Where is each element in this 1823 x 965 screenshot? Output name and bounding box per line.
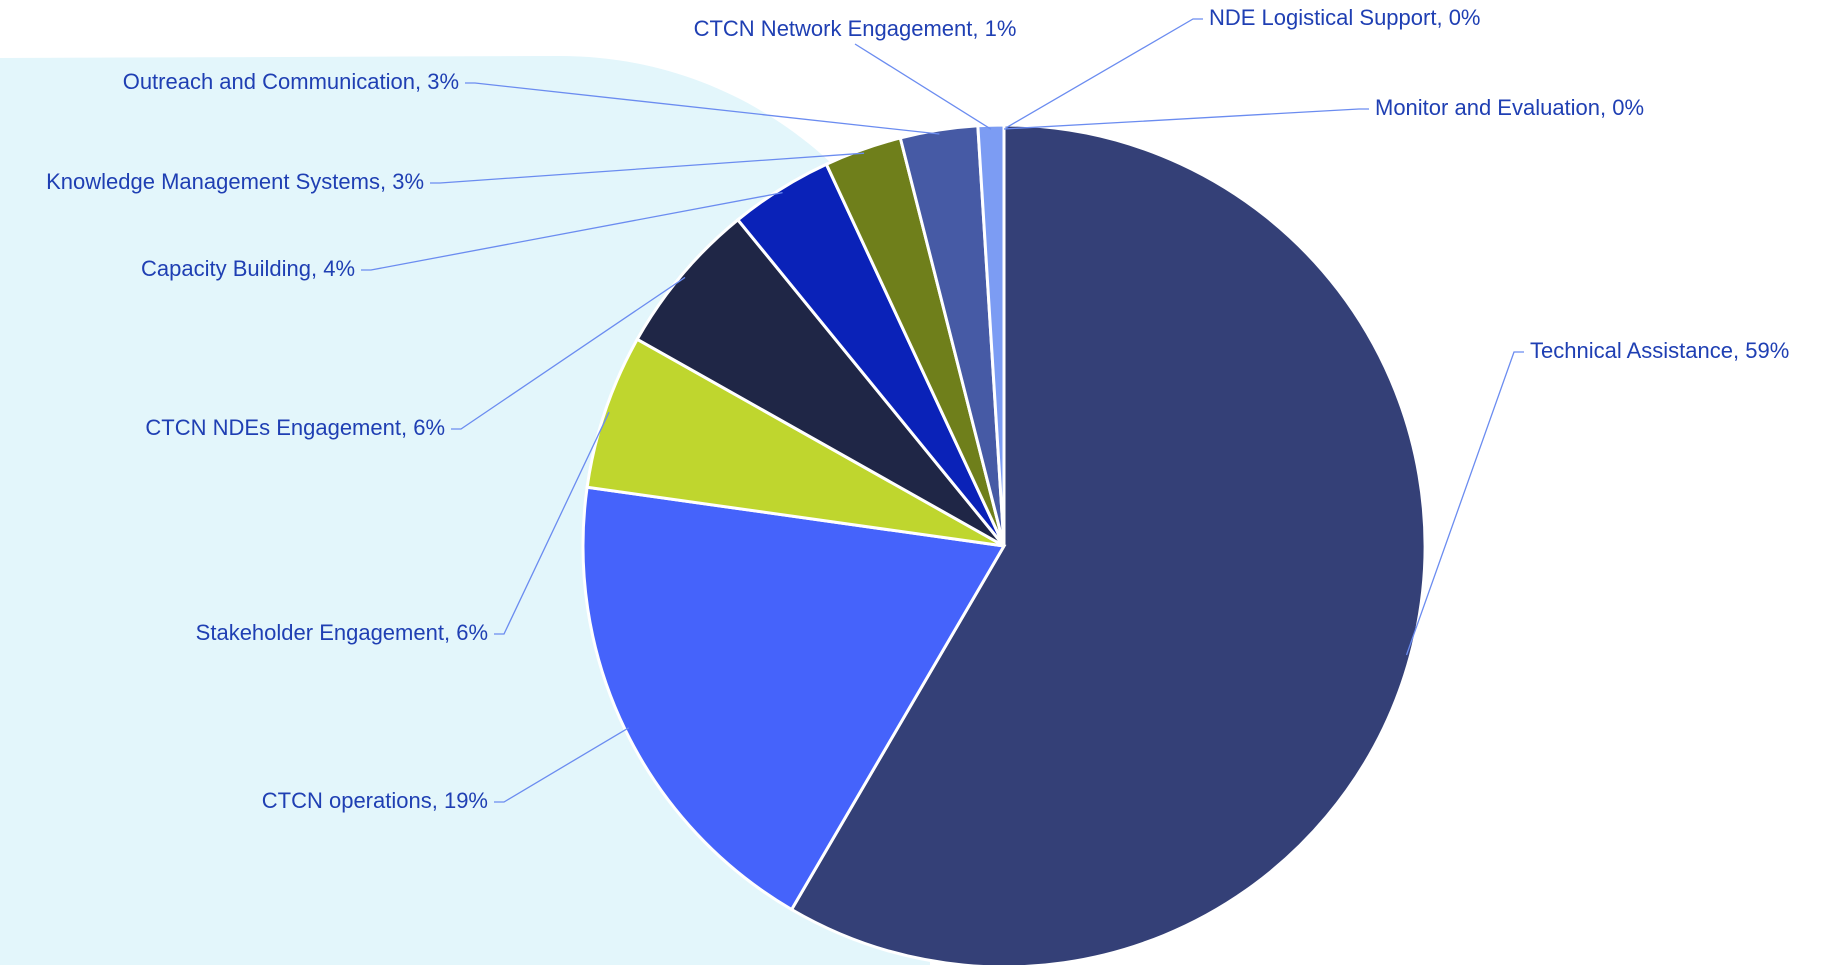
category-label: Monitor and Evaluation <box>1375 95 1600 120</box>
data-label: CTCN NDEs Engagement, 6% <box>145 415 445 440</box>
value-label: 6% <box>456 620 488 645</box>
leader-line <box>1405 351 1524 656</box>
category-label: Capacity Building <box>141 256 311 281</box>
category-label: Stakeholder Engagement <box>196 620 444 645</box>
value-label: 1% <box>985 16 1017 41</box>
category-label: CTCN operations <box>262 788 432 813</box>
leader-line <box>1003 18 1203 130</box>
leader-line <box>494 727 630 803</box>
data-label: Stakeholder Engagement, 6% <box>196 620 488 645</box>
category-label: CTCN NDEs Engagement <box>145 415 401 440</box>
leader-line <box>361 192 783 271</box>
leader-line <box>494 411 610 635</box>
value-label: 0% <box>1449 5 1481 30</box>
data-label: Knowledge Management Systems, 3% <box>46 169 424 194</box>
data-label: CTCN Network Engagement, 1% <box>694 16 1017 41</box>
data-label: NDE Logistical Support, 0% <box>1209 5 1480 30</box>
value-label: 3% <box>427 69 459 94</box>
category-label: CTCN Network Engagement <box>694 16 973 41</box>
leader-line <box>854 43 992 130</box>
leader-line <box>451 276 686 430</box>
data-label: Capacity Building, 4% <box>141 256 355 281</box>
pie-slice <box>635 217 1006 548</box>
category-label: Knowledge Management Systems <box>46 169 380 194</box>
data-label: Monitor and Evaluation, 0% <box>1375 95 1644 120</box>
value-label: 4% <box>323 256 355 281</box>
value-label: 0% <box>1612 95 1644 120</box>
data-label: Outreach and Communication, 3% <box>123 69 459 94</box>
data-label: Technical Assistance, 59% <box>1530 338 1789 363</box>
data-label: CTCN operations, 19% <box>262 788 488 813</box>
leader-line <box>1003 108 1369 130</box>
category-label: Outreach and Communication <box>123 69 415 94</box>
value-label: 6% <box>413 415 445 440</box>
value-label: 59% <box>1745 338 1789 363</box>
leader-line <box>465 82 940 135</box>
value-label: 3% <box>392 169 424 194</box>
value-label: 19% <box>444 788 488 813</box>
leader-line <box>430 152 865 184</box>
category-label: Technical Assistance <box>1530 338 1733 363</box>
pie-slice <box>789 123 1427 965</box>
pie-slice <box>585 337 1005 548</box>
category-label: NDE Logistical Support <box>1209 5 1436 30</box>
